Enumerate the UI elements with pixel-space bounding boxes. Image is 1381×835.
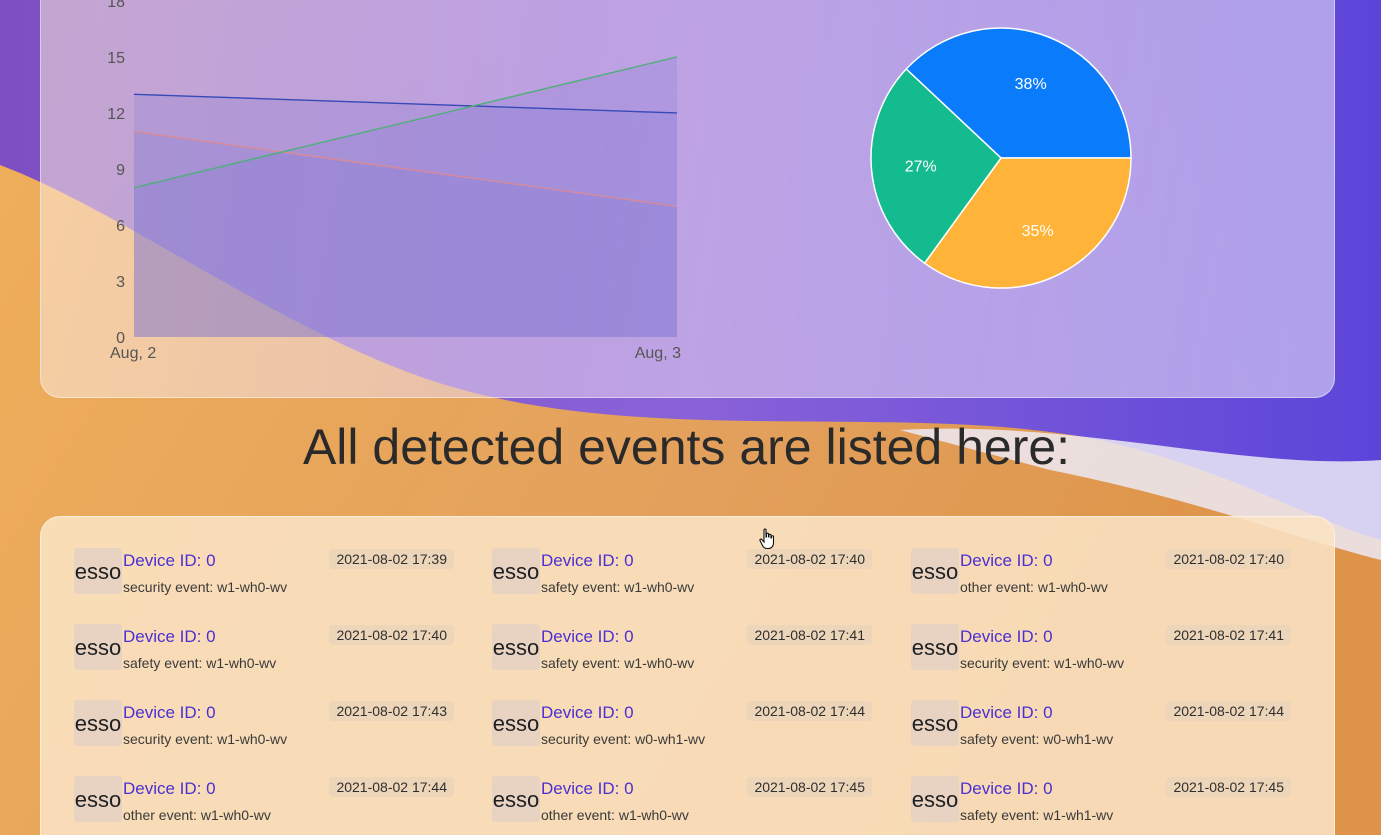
pie-slice-label: 27% (905, 159, 937, 176)
y-tick-label: 3 (116, 274, 125, 291)
event-item[interactable]: esso Device ID: 0 2021-08-02 17:41 security… (911, 624, 1291, 684)
event-timestamp-badge: 2021-08-02 17:45 (1166, 777, 1291, 797)
event-device-id: Device ID: 0 (960, 551, 1053, 570)
event-description: safety event: w1-wh0-wv (541, 655, 695, 671)
event-avatar: esso (492, 700, 540, 746)
y-tick-label: 9 (116, 162, 125, 179)
event-avatar: esso (911, 700, 959, 746)
event-timestamp-badge: 2021-08-02 17:44 (329, 777, 454, 797)
event-description: security event: w1-wh0-wv (960, 655, 1125, 671)
event-item[interactable]: esso Device ID: 0 2021-08-02 17:43 security… (74, 700, 454, 760)
event-item[interactable]: esso Device ID: 0 2021-08-02 17:45 safety e… (911, 776, 1291, 835)
event-device-id: Device ID: 0 (541, 779, 634, 798)
event-timestamp-badge: 2021-08-02 17:39 (329, 549, 454, 569)
pie-chart: 38% 35% 27% (870, 27, 1132, 289)
event-avatar: esso (74, 776, 122, 822)
event-item[interactable]: esso Device ID: 0 2021-08-02 17:39 security… (74, 548, 454, 608)
event-avatar: esso (74, 624, 122, 670)
event-avatar: esso (911, 776, 959, 822)
event-device-id: Device ID: 0 (960, 703, 1053, 722)
event-description: other event: w1-wh0-wv (123, 807, 271, 823)
event-description: other event: w1-wh0-wv (960, 579, 1108, 595)
event-device-id: Device ID: 0 (123, 627, 216, 646)
event-avatar: esso (492, 548, 540, 594)
area-series-2-line (133, 56, 678, 189)
y-tick-label: 6 (116, 218, 125, 235)
pie-slice-label: 35% (1022, 223, 1054, 240)
event-device-id: Device ID: 0 (960, 627, 1053, 646)
event-avatar: esso (911, 624, 959, 670)
event-device-id: Device ID: 0 (541, 627, 634, 646)
events-heading: All detected events are listed here: (302, 419, 1071, 475)
event-avatar: esso (492, 776, 540, 822)
y-tick-label: 0 (116, 330, 125, 347)
event-avatar: esso (492, 624, 540, 670)
event-description: security event: w1-wh0-wv (123, 731, 288, 747)
area-chart: 0 3 6 9 12 15 18 Aug, 2 Aug, 3 (107, 0, 681, 362)
event-timestamp-badge: 2021-08-02 17:40 (329, 625, 454, 645)
event-device-id: Device ID: 0 (123, 703, 216, 722)
y-tick-label: 15 (107, 50, 125, 67)
event-avatar: esso (74, 548, 122, 594)
event-item[interactable]: esso Device ID: 0 2021-08-02 17:44 safety e… (911, 700, 1291, 760)
event-description: security event: w0-wh1-wv (541, 731, 706, 747)
event-item[interactable]: esso Device ID: 0 2021-08-02 17:45 other ev… (492, 776, 872, 835)
event-item[interactable]: esso Device ID: 0 2021-08-02 17:44 security… (492, 700, 872, 760)
x-tick-label: Aug, 3 (635, 345, 681, 362)
charts-area: 0 3 6 9 12 15 18 Aug, 2 Aug, 3 38% 35% 27% (107, 0, 1132, 362)
y-tick-label: 12 (107, 106, 125, 123)
pie-slice[interactable] (905, 27, 1132, 159)
event-avatar: esso (74, 700, 122, 746)
area-series-1-line (133, 130, 678, 208)
event-description: security event: w1-wh0-wv (123, 579, 288, 595)
event-description: safety event: w0-wh1-wv (960, 731, 1114, 747)
event-item[interactable]: esso Device ID: 0 2021-08-02 17:40 other ev… (911, 548, 1291, 608)
pie-slice[interactable] (870, 67, 1002, 265)
event-description: safety event: w1-wh0-wv (123, 655, 277, 671)
event-timestamp-badge: 2021-08-02 17:40 (747, 549, 872, 569)
event-item[interactable]: esso Device ID: 0 2021-08-02 17:40 safety e… (492, 548, 872, 608)
event-timestamp-badge: 2021-08-02 17:40 (1166, 549, 1291, 569)
event-device-id: Device ID: 0 (541, 703, 634, 722)
event-avatar: esso (911, 548, 959, 594)
event-timestamp-badge: 2021-08-02 17:41 (747, 625, 872, 645)
event-device-id: Device ID: 0 (123, 551, 216, 570)
event-timestamp-badge: 2021-08-02 17:44 (747, 701, 872, 721)
event-device-id: Device ID: 0 (960, 779, 1053, 798)
event-item[interactable]: esso Device ID: 0 2021-08-02 17:41 safety e… (492, 624, 872, 684)
event-timestamp-badge: 2021-08-02 17:45 (747, 777, 872, 797)
event-timestamp-badge: 2021-08-02 17:43 (329, 701, 454, 721)
event-description: other event: w1-wh0-wv (541, 807, 689, 823)
area-series-0-line (133, 93, 678, 114)
pie-slice[interactable] (923, 157, 1132, 289)
y-tick-label: 18 (107, 0, 125, 11)
x-tick-label: Aug, 2 (110, 345, 156, 362)
event-device-id: Device ID: 0 (541, 551, 634, 570)
event-description: safety event: w1-wh1-wv (960, 807, 1114, 823)
event-item[interactable]: esso Device ID: 0 2021-08-02 17:40 safety e… (74, 624, 454, 684)
area-series-2-fill (134, 56, 677, 337)
events-card (40, 516, 1335, 835)
pie-slice-label: 38% (1015, 76, 1047, 93)
hand-pointer-cursor-icon (759, 528, 775, 550)
event-item[interactable]: esso Device ID: 0 2021-08-02 17:44 other ev… (74, 776, 454, 835)
event-timestamp-badge: 2021-08-02 17:41 (1166, 625, 1291, 645)
event-description: safety event: w1-wh0-wv (541, 579, 695, 595)
event-timestamp-badge: 2021-08-02 17:44 (1166, 701, 1291, 721)
area-series-1-fill (134, 131, 677, 337)
event-device-id: Device ID: 0 (123, 779, 216, 798)
